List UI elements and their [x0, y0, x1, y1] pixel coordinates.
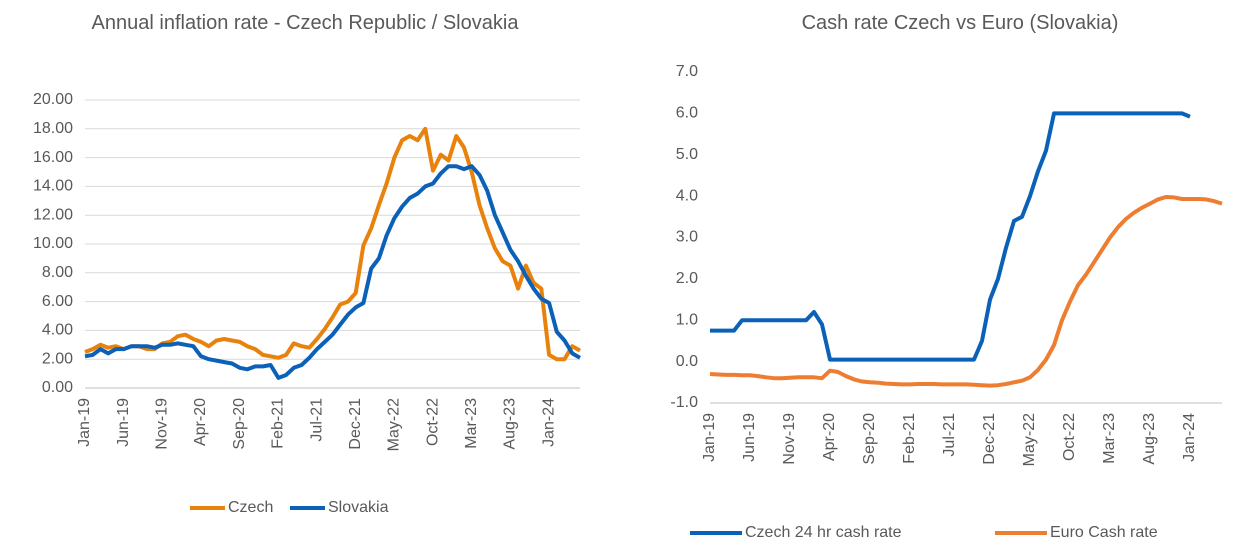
- series-line: [84, 126, 581, 362]
- x-tick-label: Sep-20: [861, 413, 878, 465]
- series-line: [709, 195, 1223, 388]
- chart-title: Annual inflation rate - Czech Republic /…: [91, 12, 519, 34]
- x-tick-label: Jan-19: [701, 413, 718, 462]
- y-tick-label: 18.00: [33, 120, 73, 137]
- y-tick-label: 6.0: [676, 105, 698, 122]
- legend-label: Czech: [228, 499, 273, 516]
- y-tick-label: 8.00: [42, 264, 73, 281]
- x-tick-label: Jan-24: [1181, 413, 1198, 462]
- series-line: [710, 111, 1191, 362]
- x-tick-label: Sep-20: [231, 398, 248, 450]
- x-tick-label: Jul-21: [941, 413, 958, 457]
- x-tick-label: Apr-20: [192, 398, 209, 446]
- legend-label: Slovakia: [328, 499, 389, 516]
- y-tick-label: 20.00: [33, 91, 73, 108]
- y-tick-label: 16.00: [33, 149, 73, 166]
- y-tick-label: 2.00: [42, 350, 73, 367]
- x-tick-label: Dec-21: [981, 413, 998, 465]
- y-tick-label: 5.0: [676, 146, 698, 163]
- x-tick-label: Feb-21: [270, 398, 287, 449]
- x-tick-label: Mar-23: [1101, 413, 1118, 464]
- y-tick-label: 3.0: [676, 229, 698, 246]
- x-tick-label: Oct-22: [424, 398, 441, 446]
- y-tick-label: 6.00: [42, 293, 73, 310]
- x-tick-label: May-22: [1021, 413, 1038, 466]
- y-tick-label: 4.00: [42, 322, 73, 339]
- x-tick-label: Aug-23: [1141, 413, 1158, 465]
- x-tick-label: Oct-22: [1061, 413, 1078, 461]
- x-tick-label: Jun-19: [741, 413, 758, 462]
- y-tick-label: 0.00: [42, 379, 73, 396]
- x-tick-label: Nov-19: [781, 413, 798, 465]
- x-tick-label: Jan-24: [540, 398, 557, 447]
- y-tick-label: 7.0: [676, 63, 698, 80]
- x-tick-label: Jul-21: [308, 398, 325, 442]
- x-tick-label: Nov-19: [154, 398, 171, 450]
- y-tick-label: -1.0: [670, 394, 698, 411]
- y-tick-label: 0.0: [676, 353, 698, 370]
- y-tick-label: 12.00: [33, 206, 73, 223]
- legend-label: Euro Cash rate: [1050, 524, 1158, 541]
- x-tick-label: Aug-23: [502, 398, 519, 450]
- x-tick-label: Jan-19: [76, 398, 93, 447]
- y-tick-label: 4.0: [676, 187, 698, 204]
- x-tick-label: Apr-20: [821, 413, 838, 461]
- x-tick-label: Mar-23: [463, 398, 480, 449]
- series-line: [84, 164, 581, 380]
- x-tick-label: Dec-21: [347, 398, 364, 450]
- legend-label: Czech 24 hr cash rate: [745, 524, 902, 541]
- chart-title: Cash rate Czech vs Euro (Slovakia): [801, 12, 1119, 34]
- x-tick-label: Jun-19: [115, 398, 132, 447]
- x-tick-label: Feb-21: [901, 413, 918, 464]
- y-tick-label: 10.00: [33, 235, 73, 252]
- y-tick-label: 2.0: [676, 270, 698, 287]
- y-tick-label: 1.0: [676, 311, 698, 328]
- x-tick-label: May-22: [386, 398, 403, 451]
- y-tick-label: 14.00: [33, 178, 73, 195]
